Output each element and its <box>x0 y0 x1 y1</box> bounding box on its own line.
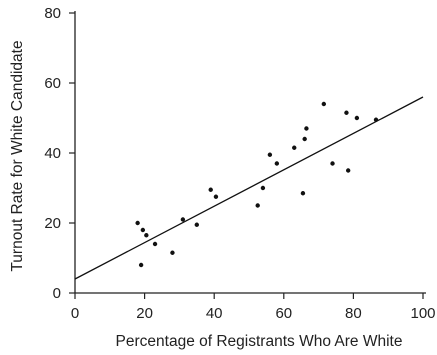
x-axis-label: Percentage of Registrants Who Are White <box>116 333 403 350</box>
data-points <box>135 101 379 268</box>
data-point <box>255 203 260 208</box>
regression-line <box>74 96 424 280</box>
data-point <box>138 262 144 268</box>
data-point <box>135 220 140 226</box>
y-tick-label: 20 <box>44 215 61 232</box>
data-point <box>304 126 309 131</box>
data-point <box>140 227 146 233</box>
data-point <box>267 152 273 157</box>
data-point <box>354 115 360 121</box>
x-tick-label: 80 <box>345 305 362 322</box>
data-point <box>194 222 199 227</box>
data-point <box>373 117 379 122</box>
axes <box>74 11 426 294</box>
x-tick-label: 20 <box>136 305 153 322</box>
data-point <box>302 136 307 142</box>
data-point <box>260 185 266 191</box>
regression-line-group <box>74 96 424 280</box>
data-point <box>300 191 306 196</box>
data-point <box>274 161 280 166</box>
data-point <box>345 168 351 173</box>
tick-labels: 0 20 40 60 80 100 0 20 40 60 80 <box>44 5 435 322</box>
x-tick-label: 60 <box>275 305 292 322</box>
data-point <box>330 161 335 166</box>
data-point <box>292 145 297 150</box>
data-point <box>152 241 158 247</box>
y-tick-label: 60 <box>44 75 61 92</box>
data-point <box>208 187 213 192</box>
y-tick-label: 40 <box>44 145 61 162</box>
data-point <box>213 194 219 199</box>
x-tick-label: 40 <box>206 305 223 322</box>
data-point <box>144 233 149 238</box>
data-point <box>344 110 349 115</box>
x-tick-label: 0 <box>71 305 79 322</box>
data-point <box>170 250 175 255</box>
y-tick-label: 80 <box>44 5 61 22</box>
x-tick-label: 100 <box>410 305 435 322</box>
tick-marks <box>69 12 424 299</box>
data-point <box>321 101 327 107</box>
data-point <box>180 217 186 222</box>
y-tick-label: 0 <box>53 285 61 302</box>
y-axis-label: Turnout Rate for White Candidate <box>9 40 26 271</box>
